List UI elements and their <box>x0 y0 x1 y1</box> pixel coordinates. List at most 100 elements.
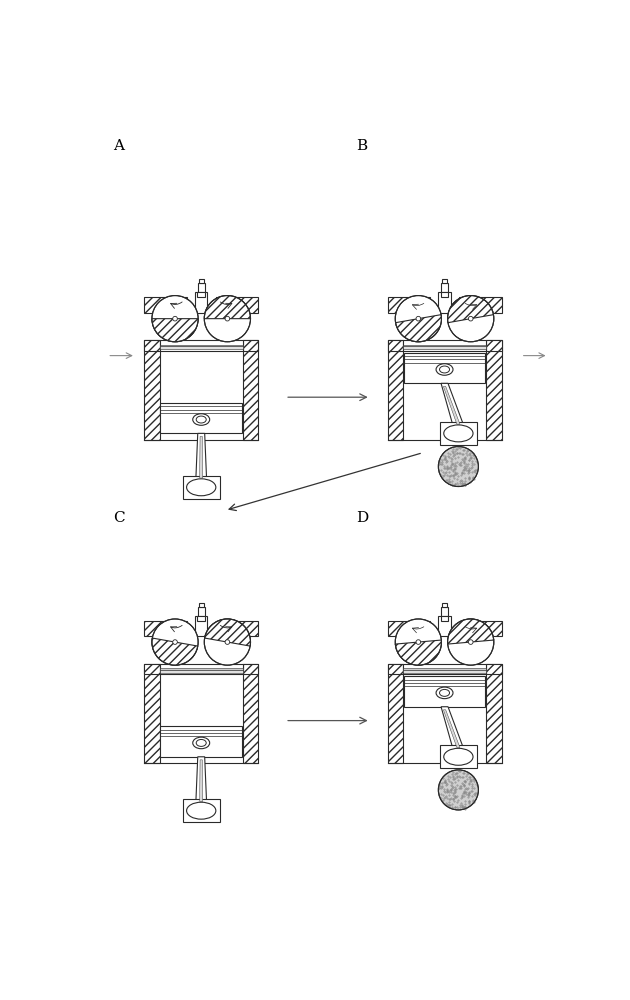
Bar <box>243 664 258 674</box>
Polygon shape <box>448 296 493 323</box>
Bar <box>144 340 159 440</box>
Bar <box>243 664 258 763</box>
Ellipse shape <box>186 802 216 819</box>
Bar <box>183 476 220 499</box>
Ellipse shape <box>196 739 206 746</box>
Bar <box>198 283 205 292</box>
Polygon shape <box>441 707 464 749</box>
Bar <box>197 292 205 297</box>
Bar <box>144 340 159 351</box>
Bar <box>159 345 243 346</box>
Polygon shape <box>444 386 460 424</box>
Bar <box>459 297 501 312</box>
Bar <box>199 279 203 283</box>
Bar <box>144 664 159 674</box>
Text: D: D <box>356 511 368 525</box>
Circle shape <box>204 296 251 342</box>
Bar <box>404 676 485 707</box>
Bar <box>403 345 486 346</box>
Bar <box>199 603 203 607</box>
Circle shape <box>438 446 478 487</box>
Bar <box>144 664 159 763</box>
Bar <box>438 616 450 636</box>
Bar <box>195 292 207 312</box>
Bar <box>144 620 186 636</box>
Bar <box>486 664 501 763</box>
Circle shape <box>152 296 198 342</box>
Bar <box>403 346 486 349</box>
Circle shape <box>225 316 230 321</box>
Bar <box>161 403 242 433</box>
Circle shape <box>395 619 442 665</box>
Polygon shape <box>205 619 251 646</box>
Circle shape <box>173 316 178 321</box>
Bar <box>387 620 430 636</box>
Polygon shape <box>396 315 442 342</box>
Circle shape <box>416 640 421 644</box>
Circle shape <box>468 640 473 644</box>
Bar <box>441 607 448 616</box>
Bar <box>216 620 258 636</box>
Bar <box>440 616 449 620</box>
Ellipse shape <box>440 689 450 696</box>
Ellipse shape <box>193 414 210 425</box>
Bar <box>195 616 207 636</box>
Ellipse shape <box>193 737 210 749</box>
Polygon shape <box>196 433 207 480</box>
Bar <box>442 279 447 283</box>
Bar <box>387 664 403 674</box>
Bar <box>216 297 258 312</box>
Polygon shape <box>448 619 494 644</box>
Bar <box>159 670 243 673</box>
Bar <box>403 674 486 763</box>
Ellipse shape <box>186 479 216 496</box>
Ellipse shape <box>444 748 473 765</box>
Polygon shape <box>152 319 198 342</box>
Bar <box>159 674 243 763</box>
Bar <box>387 664 403 763</box>
Bar <box>441 283 448 292</box>
Bar <box>486 664 501 674</box>
Bar <box>197 616 205 620</box>
Circle shape <box>447 619 494 665</box>
Circle shape <box>447 296 494 342</box>
Bar <box>243 340 258 351</box>
Ellipse shape <box>196 416 206 423</box>
Bar <box>442 603 447 607</box>
Bar <box>440 292 449 297</box>
Bar <box>403 351 486 440</box>
Text: A: A <box>113 139 123 153</box>
Circle shape <box>438 770 478 810</box>
Ellipse shape <box>436 364 453 375</box>
Bar <box>486 340 501 440</box>
Bar <box>159 346 243 349</box>
Circle shape <box>416 316 421 321</box>
Circle shape <box>173 640 178 644</box>
Bar <box>403 670 486 673</box>
Bar <box>161 726 242 757</box>
Bar <box>198 607 205 616</box>
Polygon shape <box>196 757 207 803</box>
Bar <box>404 353 485 383</box>
Polygon shape <box>441 383 464 426</box>
Bar <box>440 745 477 768</box>
Circle shape <box>204 619 251 665</box>
Polygon shape <box>200 760 203 801</box>
Bar <box>403 668 486 670</box>
Text: B: B <box>356 139 367 153</box>
Circle shape <box>468 316 473 321</box>
Ellipse shape <box>440 366 450 373</box>
Bar <box>438 292 450 312</box>
Bar <box>387 340 403 440</box>
Ellipse shape <box>444 425 473 442</box>
Bar <box>403 664 486 674</box>
Bar <box>243 340 258 440</box>
Bar <box>159 340 243 351</box>
Text: C: C <box>113 511 124 525</box>
Polygon shape <box>204 296 251 319</box>
Bar <box>387 297 430 312</box>
Bar <box>159 351 243 440</box>
Bar <box>403 340 486 351</box>
Bar <box>440 422 477 445</box>
Polygon shape <box>152 638 198 665</box>
